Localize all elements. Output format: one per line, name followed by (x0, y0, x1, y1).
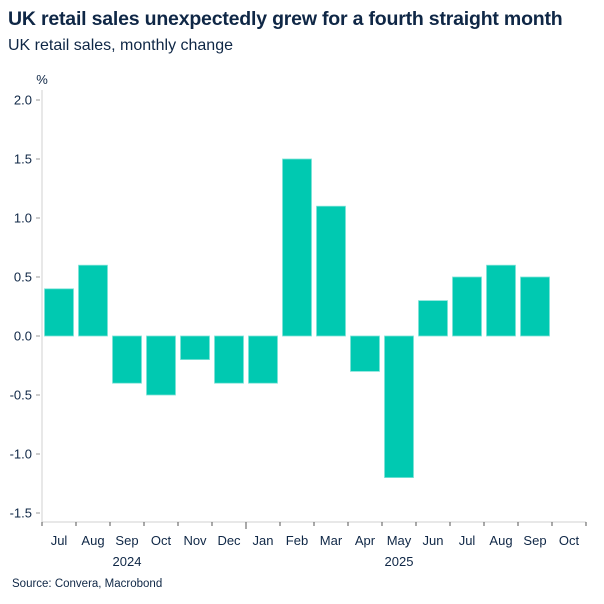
bar (316, 205, 346, 337)
y-tick-label: -1.0 (10, 447, 32, 462)
bar (452, 276, 482, 337)
x-tick-label: May (387, 533, 412, 548)
bars (44, 158, 550, 479)
x-year-label: 2024 (113, 554, 142, 569)
x-year-label: 2025 (385, 554, 414, 569)
x-tick-label: Jul (459, 533, 476, 548)
bar (486, 264, 516, 337)
bar (384, 335, 414, 479)
chart-title: UK retail sales unexpectedly grew for a … (8, 8, 563, 30)
y-tick-label: -0.5 (10, 388, 32, 403)
bar (146, 335, 176, 396)
x-tick-label: Aug (81, 533, 104, 548)
bar (350, 335, 380, 372)
bar (180, 335, 210, 361)
x-tick-label: Mar (320, 533, 343, 548)
x-tick-label: Apr (355, 533, 376, 548)
y-tick-label: -1.5 (10, 506, 32, 521)
x-tick-label: Jul (51, 533, 68, 548)
x-tick-label: Aug (489, 533, 512, 548)
y-tick-label: 1.0 (14, 211, 32, 226)
y-axis: % 2.0 1.5 1.0 0.5 0.0 -0.5 -1.0 -1.5 (10, 72, 48, 522)
bar (418, 300, 448, 337)
source-note: Source: Convera, Macrobond (12, 578, 163, 590)
x-tick-label: Jan (253, 533, 274, 548)
x-tick-label: Nov (183, 533, 207, 548)
x-tick-label: Dec (217, 533, 241, 548)
bar (78, 264, 108, 337)
x-tick-label: Oct (559, 533, 580, 548)
x-tick-label: Sep (115, 533, 138, 548)
x-tick-label: Feb (286, 533, 308, 548)
bar (112, 335, 142, 384)
bar (282, 158, 312, 337)
y-tick-label: 1.5 (14, 152, 32, 167)
y-axis-unit-label: % (36, 72, 48, 87)
y-tick-label: 0.0 (14, 329, 32, 344)
bar (214, 335, 244, 384)
bar (520, 276, 550, 337)
y-tick-label: 2.0 (14, 93, 32, 108)
x-tick-label: Sep (523, 533, 546, 548)
y-tick-label: 0.5 (14, 270, 32, 285)
x-tick-label: Oct (151, 533, 172, 548)
bar (248, 335, 278, 384)
x-tick-label: Jun (423, 533, 444, 548)
bar (44, 288, 74, 337)
chart-subtitle: UK retail sales, monthly change (8, 37, 233, 54)
x-axis: Jul Aug Sep Oct Nov Dec Jan Feb Mar Apr May Jun Jul A… (41, 521, 587, 569)
